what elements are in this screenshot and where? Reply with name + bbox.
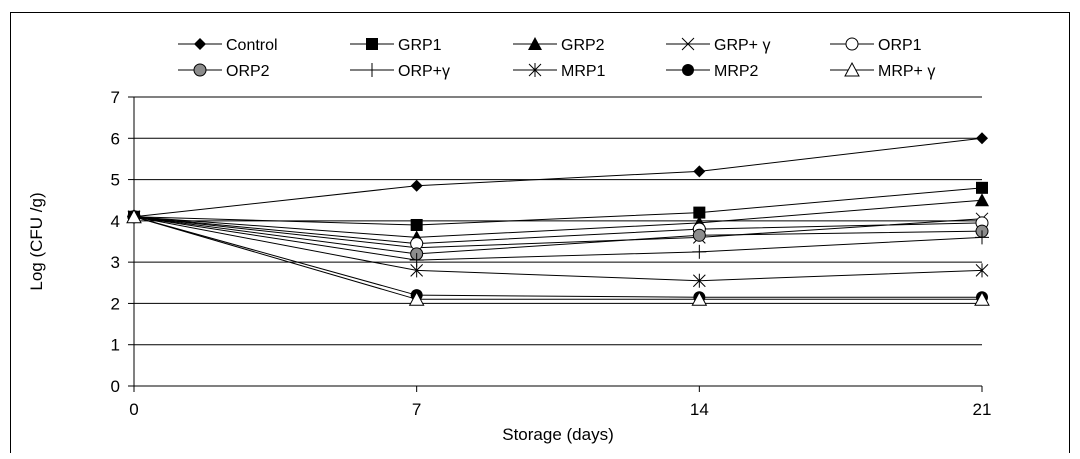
data-point	[410, 218, 423, 231]
legend-marker	[194, 38, 206, 50]
series-line	[133, 216, 982, 298]
series-line	[133, 216, 983, 249]
y-tick-label: 7	[111, 88, 120, 107]
legend-label: MRP+ γ	[878, 63, 935, 80]
series-line	[133, 216, 983, 255]
data-point	[692, 273, 706, 288]
legend-label: GRP1	[398, 37, 442, 54]
legend-marker	[366, 38, 378, 50]
legend-item: MRP2	[666, 63, 759, 80]
data-point	[976, 132, 988, 145]
legend-marker	[681, 37, 695, 51]
x-tick-label: 14	[690, 400, 709, 419]
legend-label: Control	[226, 37, 278, 54]
data-point	[692, 244, 707, 259]
series-line	[133, 199, 983, 238]
legend-marker	[845, 37, 859, 51]
legend-marker	[682, 64, 694, 76]
series-line	[133, 216, 983, 282]
y-tick-label: 1	[111, 336, 120, 355]
x-axis-title: Storage (days)	[502, 425, 614, 444]
legend-item: Control	[178, 37, 278, 54]
legend-marker	[844, 61, 860, 77]
data-point	[975, 230, 989, 245]
y-tick-label: 4	[111, 212, 120, 231]
y-tick-label: 3	[111, 253, 120, 272]
legend-item: ORP+γ	[350, 63, 450, 80]
y-axis-title: Log (CFU /g)	[27, 192, 46, 290]
x-tick-label: 21	[973, 400, 992, 419]
legend-label: MRP2	[714, 63, 759, 80]
gridlines	[134, 96, 982, 346]
data-point	[408, 291, 425, 306]
legend-item: GRP1	[350, 37, 442, 54]
legend-item: ORP2	[178, 63, 270, 80]
y-tick-label: 6	[111, 129, 120, 148]
legend-marker	[193, 63, 207, 77]
series-line	[133, 216, 983, 245]
legend-label: GRP+ γ	[714, 37, 770, 54]
series-group	[126, 132, 990, 306]
legend-item: GRP+ γ	[666, 37, 770, 54]
legend-label: GRP2	[561, 37, 605, 54]
data-point	[974, 291, 990, 306]
data-point	[691, 291, 708, 306]
legend-marker	[528, 37, 542, 50]
data-point	[692, 228, 706, 242]
data-point	[975, 263, 989, 278]
data-point	[693, 206, 706, 219]
y-tick-label: 0	[111, 377, 120, 396]
series-line	[133, 216, 983, 261]
data-point	[976, 181, 988, 194]
legend-item: MRP1	[513, 63, 606, 80]
data-point	[693, 165, 706, 178]
legend-item: ORP1	[830, 37, 922, 54]
legend: Control GRP1 GRP2 GRP+ γ ORP1 ORP2 ORP+γ MRP1 MR…	[178, 37, 935, 80]
series-line	[133, 216, 982, 300]
x-tick-label: 0	[129, 400, 138, 419]
x-tick-label: 7	[412, 400, 421, 419]
legend-label: ORP+γ	[398, 63, 450, 80]
legend-item: GRP2	[513, 37, 605, 54]
legend-label: MRP1	[561, 63, 606, 80]
series-line	[133, 137, 983, 218]
legend-label: ORP1	[878, 37, 922, 54]
y-tick-label: 2	[111, 294, 120, 313]
data-point	[410, 263, 424, 278]
data-point	[410, 179, 423, 192]
legend-item: MRP+ γ	[830, 61, 935, 80]
data-point	[975, 193, 989, 207]
legend-label: ORP2	[226, 63, 270, 80]
axes: 0 1 2 3 4 5 6 7 0 7 14 21	[111, 88, 992, 419]
series-line	[133, 187, 983, 226]
legend-marker	[365, 63, 379, 77]
data-point	[126, 208, 142, 224]
legend-marker	[528, 63, 542, 77]
y-tick-label: 5	[111, 171, 120, 190]
